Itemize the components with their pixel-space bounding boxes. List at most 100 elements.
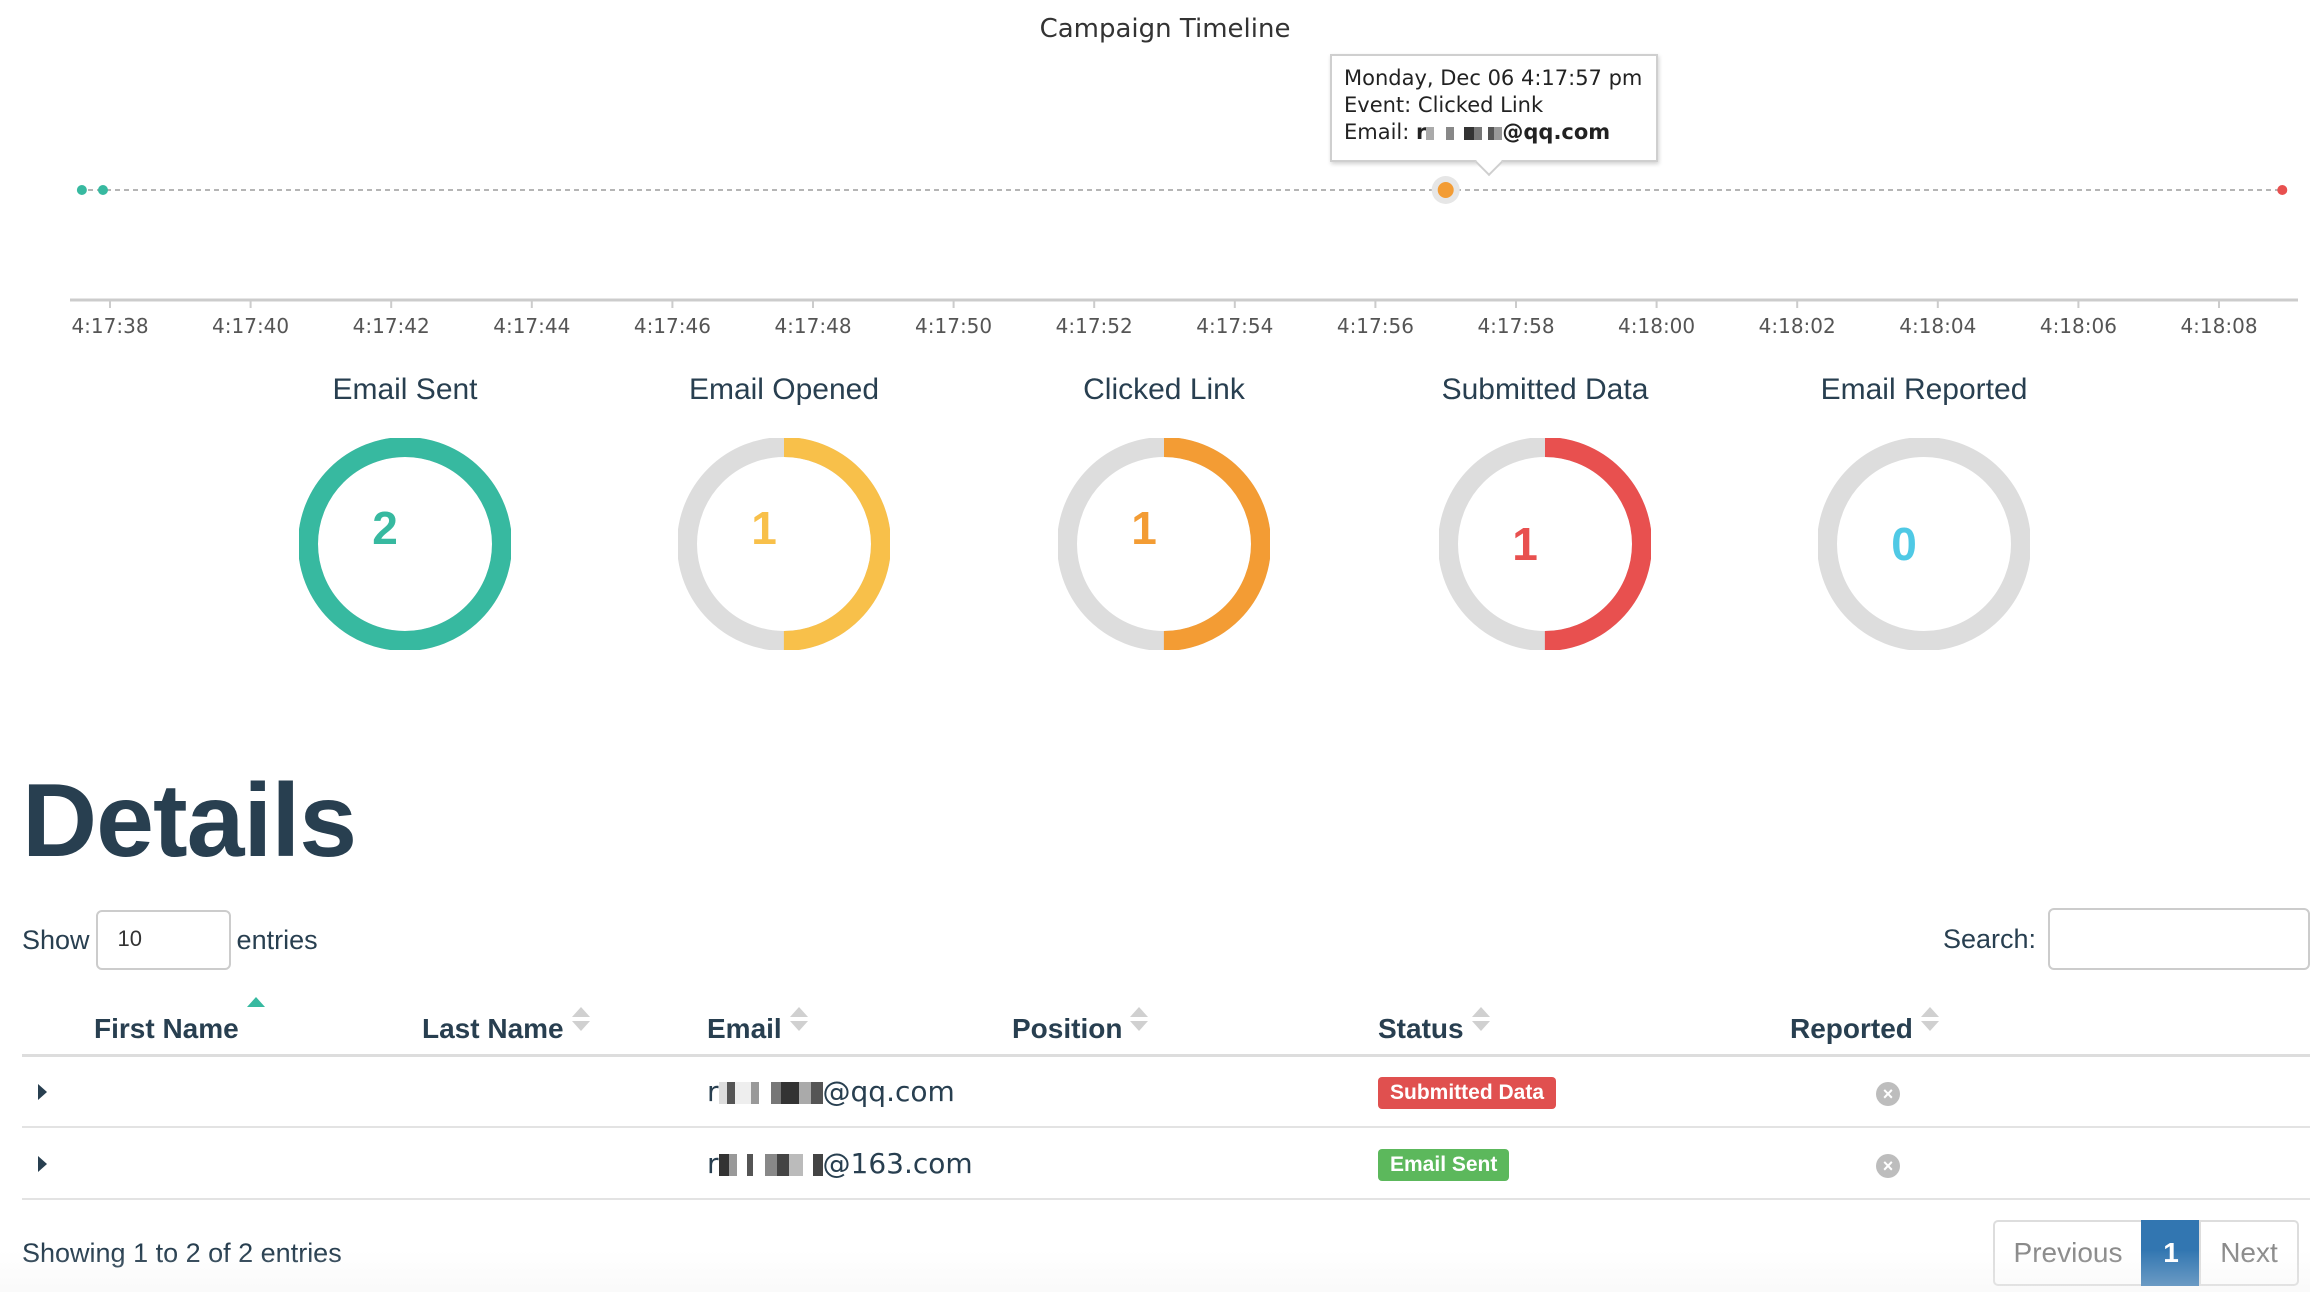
last-name-cell: [422, 1055, 707, 1128]
stat-title: Clicked Link: [1083, 373, 1245, 406]
timeline-tooltip: Monday, Dec 06 4:17:57 pm Event: Clicked…: [1330, 54, 1658, 177]
bottom-fade: [0, 1250, 2310, 1292]
event-marker-sent[interactable]: [97, 185, 108, 195]
column-last-name[interactable]: Last Name: [422, 985, 707, 1057]
search-input[interactable]: [2048, 908, 2310, 970]
sort-icon: [1130, 1007, 1149, 1033]
donut-track: [1818, 438, 2030, 650]
position-cell: [1012, 1127, 1378, 1200]
status-badge: Email Sent: [1378, 1148, 1510, 1181]
axis-tick-label: 4:17:50: [915, 314, 992, 338]
axis-tick-label: 4:18:06: [2040, 314, 2117, 338]
tooltip-event: Event: Clicked Link: [1344, 93, 1544, 117]
redacted-block: [718, 1153, 823, 1176]
axis-tick-label: 4:17:46: [634, 314, 711, 338]
page-1-button[interactable]: 1: [2141, 1220, 2201, 1286]
reported-cell: ×: [1790, 1055, 2310, 1128]
previous-page-button[interactable]: Previous: [1993, 1220, 2143, 1286]
table-row[interactable]: r @163.com Email Sent ×: [22, 1127, 2310, 1200]
event-marker-sent[interactable]: [76, 185, 87, 195]
tooltip-email-label: Email:: [1344, 120, 1410, 144]
axis-tick-label: 4:17:44: [493, 314, 570, 338]
details-heading: Details: [22, 763, 357, 879]
axis-tick-label: 4:17:42: [353, 314, 430, 338]
sort-icon: [1920, 1007, 1939, 1033]
axis-tick-label: 4:17:56: [1337, 314, 1414, 338]
event-marker-submitted[interactable]: [2277, 185, 2288, 195]
stat-title: Email Sent: [332, 373, 478, 406]
tooltip-date: Monday, Dec 06 4:17:57 pm: [1344, 66, 1643, 90]
axis-tick-label: 4:17:38: [71, 314, 148, 338]
page-length-select[interactable]: 10: [95, 910, 231, 970]
axis-tick-label: 4:18:08: [2180, 314, 2257, 338]
axis-tick-label: 4:17:54: [1196, 314, 1273, 338]
row-expand-cell[interactable]: [22, 1127, 422, 1200]
table-header-row: First Name Last Name Email Position Stat…: [22, 985, 2310, 1057]
position-cell: [1012, 1055, 1378, 1128]
stat-donut: 1: [1439, 438, 1651, 650]
status-cell: Submitted Data: [1378, 1055, 1790, 1128]
tooltip-email-suffix: @qq.com: [1502, 120, 1611, 144]
redacted-block: [718, 1081, 823, 1104]
show-label: Show: [22, 924, 90, 955]
axis-tick-label: 4:17:52: [1056, 314, 1133, 338]
column-first-name[interactable]: First Name: [22, 985, 422, 1057]
stat-donut: 1: [1058, 438, 1270, 650]
stat-value: 2: [372, 502, 398, 554]
stat-title: Email Opened: [688, 373, 880, 406]
stat-value: 1: [1512, 518, 1538, 570]
column-email[interactable]: Email: [707, 985, 1012, 1057]
page-length-control: Show 10 entries: [22, 910, 318, 970]
sort-icon: [789, 1007, 808, 1033]
row-expand-cell[interactable]: [22, 1055, 422, 1128]
column-position[interactable]: Position: [1012, 985, 1378, 1057]
column-reported[interactable]: Reported: [1790, 985, 2310, 1057]
axis-tick-label: 4:17:48: [774, 314, 851, 338]
sort-asc-icon: [246, 997, 265, 1033]
stat-donut: 2: [299, 438, 511, 650]
stat-value: 0: [1891, 518, 1917, 570]
donut-arc: [1058, 438, 1270, 650]
expand-caret-icon[interactable]: [38, 1156, 47, 1172]
pagination: Previous 1 Next: [1993, 1220, 2299, 1286]
donut-arc: [678, 438, 890, 650]
tooltip-email: Email: r @qq.com: [1344, 119, 1644, 146]
not-reported-icon: ×: [1876, 1154, 1900, 1178]
search-control: Search:: [1943, 908, 2310, 970]
search-label: Search:: [1942, 923, 2036, 954]
tooltip-email-prefix: r: [1416, 120, 1427, 144]
status-cell: Email Sent: [1378, 1127, 1790, 1200]
not-reported-icon: ×: [1876, 1082, 1900, 1107]
last-name-cell: [422, 1127, 707, 1200]
donut-arc: [1439, 438, 1651, 650]
column-status[interactable]: Status: [1378, 985, 1790, 1057]
campaign-timeline: Campaign Timeline 4:17:38 4:17:40 4:17:42 4…: [0, 0, 2310, 350]
axis-tick-label: 4:17:58: [1477, 314, 1554, 338]
axis-tick-label: 4:18:00: [1618, 314, 1695, 338]
sort-icon: [1471, 1007, 1490, 1033]
axis-tick-label: 4:18:04: [1899, 314, 1976, 338]
stat-value: 1: [751, 502, 777, 554]
stat-title: Email Reported: [1820, 373, 2028, 406]
stat-donut: 0: [1818, 438, 2030, 650]
table-row[interactable]: r @qq.com Submitted Data ×: [22, 1055, 2310, 1128]
axis-tick-label: 4:17:40: [212, 314, 289, 338]
timeline-title: Campaign Timeline: [1039, 14, 1291, 44]
axis-tick-label: 4:18:02: [1759, 314, 1836, 338]
donut-arc: [299, 438, 511, 650]
email-cell: r @163.com: [707, 1127, 1012, 1200]
entries-label: entries: [236, 924, 318, 955]
expand-caret-icon[interactable]: [38, 1084, 47, 1101]
event-marker-clicked[interactable]: [1437, 182, 1454, 198]
email-cell: r @qq.com: [707, 1055, 1012, 1128]
table-info: Showing 1 to 2 of 2 entries: [22, 1238, 342, 1268]
redacted-block: [1426, 126, 1503, 140]
status-badge: Submitted Data: [1378, 1076, 1557, 1109]
results-table: First Name Last Name Email Position Stat…: [22, 985, 2310, 1200]
stat-title: Submitted Data: [1441, 373, 1649, 406]
next-page-button[interactable]: Next: [2199, 1220, 2299, 1286]
timeline-chart: 4:17:38 4:17:40 4:17:42 4:17:44 4:17:46 4:17:…: [70, 176, 2298, 338]
sort-icon: [571, 1007, 590, 1033]
reported-cell: ×: [1790, 1127, 2310, 1200]
stat-value: 1: [1131, 502, 1157, 554]
